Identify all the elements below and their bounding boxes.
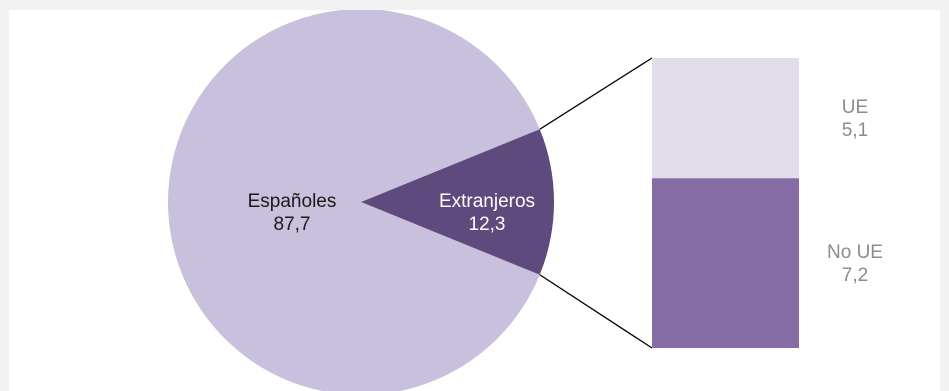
data-label-no-ue: No UE 7,2	[827, 242, 883, 286]
data-label-extranjeros: Extranjeros 12,3	[439, 191, 535, 235]
data-label-no-ue-category: No UE	[827, 242, 883, 263]
breakdown-bar	[652, 58, 799, 348]
data-label-espanoles: Españoles 87,7	[248, 191, 337, 235]
bar-of-pie-chart: Españoles 87,7 Extranjeros 12,3 UE 5,1 No UE 7,…	[168, 10, 883, 391]
data-label-extranjeros-category: Extranjeros	[439, 191, 535, 212]
pie-slice-espanoles	[168, 10, 540, 391]
data-label-espanoles-value: 87,7	[274, 214, 311, 235]
pie	[168, 10, 555, 391]
connector-line-bottom	[539, 274, 653, 349]
data-label-espanoles-category: Españoles	[248, 191, 337, 212]
bar-segment-no-ue	[652, 178, 799, 348]
connector-lines	[539, 57, 653, 349]
connector-line-top	[539, 57, 653, 130]
data-label-extranjeros-value: 12,3	[469, 214, 506, 235]
chart-area: Españoles 87,7 Extranjeros 12,3 UE 5,1 No UE 7,…	[9, 10, 940, 391]
data-label-no-ue-value: 7,2	[842, 265, 868, 286]
data-label-ue-category: UE	[842, 97, 868, 118]
data-labels: Españoles 87,7 Extranjeros 12,3 UE 5,1 No UE 7,…	[248, 97, 883, 286]
pie-slice-extranjeros	[361, 129, 555, 275]
bar-segment-ue	[652, 58, 799, 179]
data-label-ue: UE 5,1	[842, 97, 868, 141]
data-label-ue-value: 5,1	[842, 120, 868, 141]
